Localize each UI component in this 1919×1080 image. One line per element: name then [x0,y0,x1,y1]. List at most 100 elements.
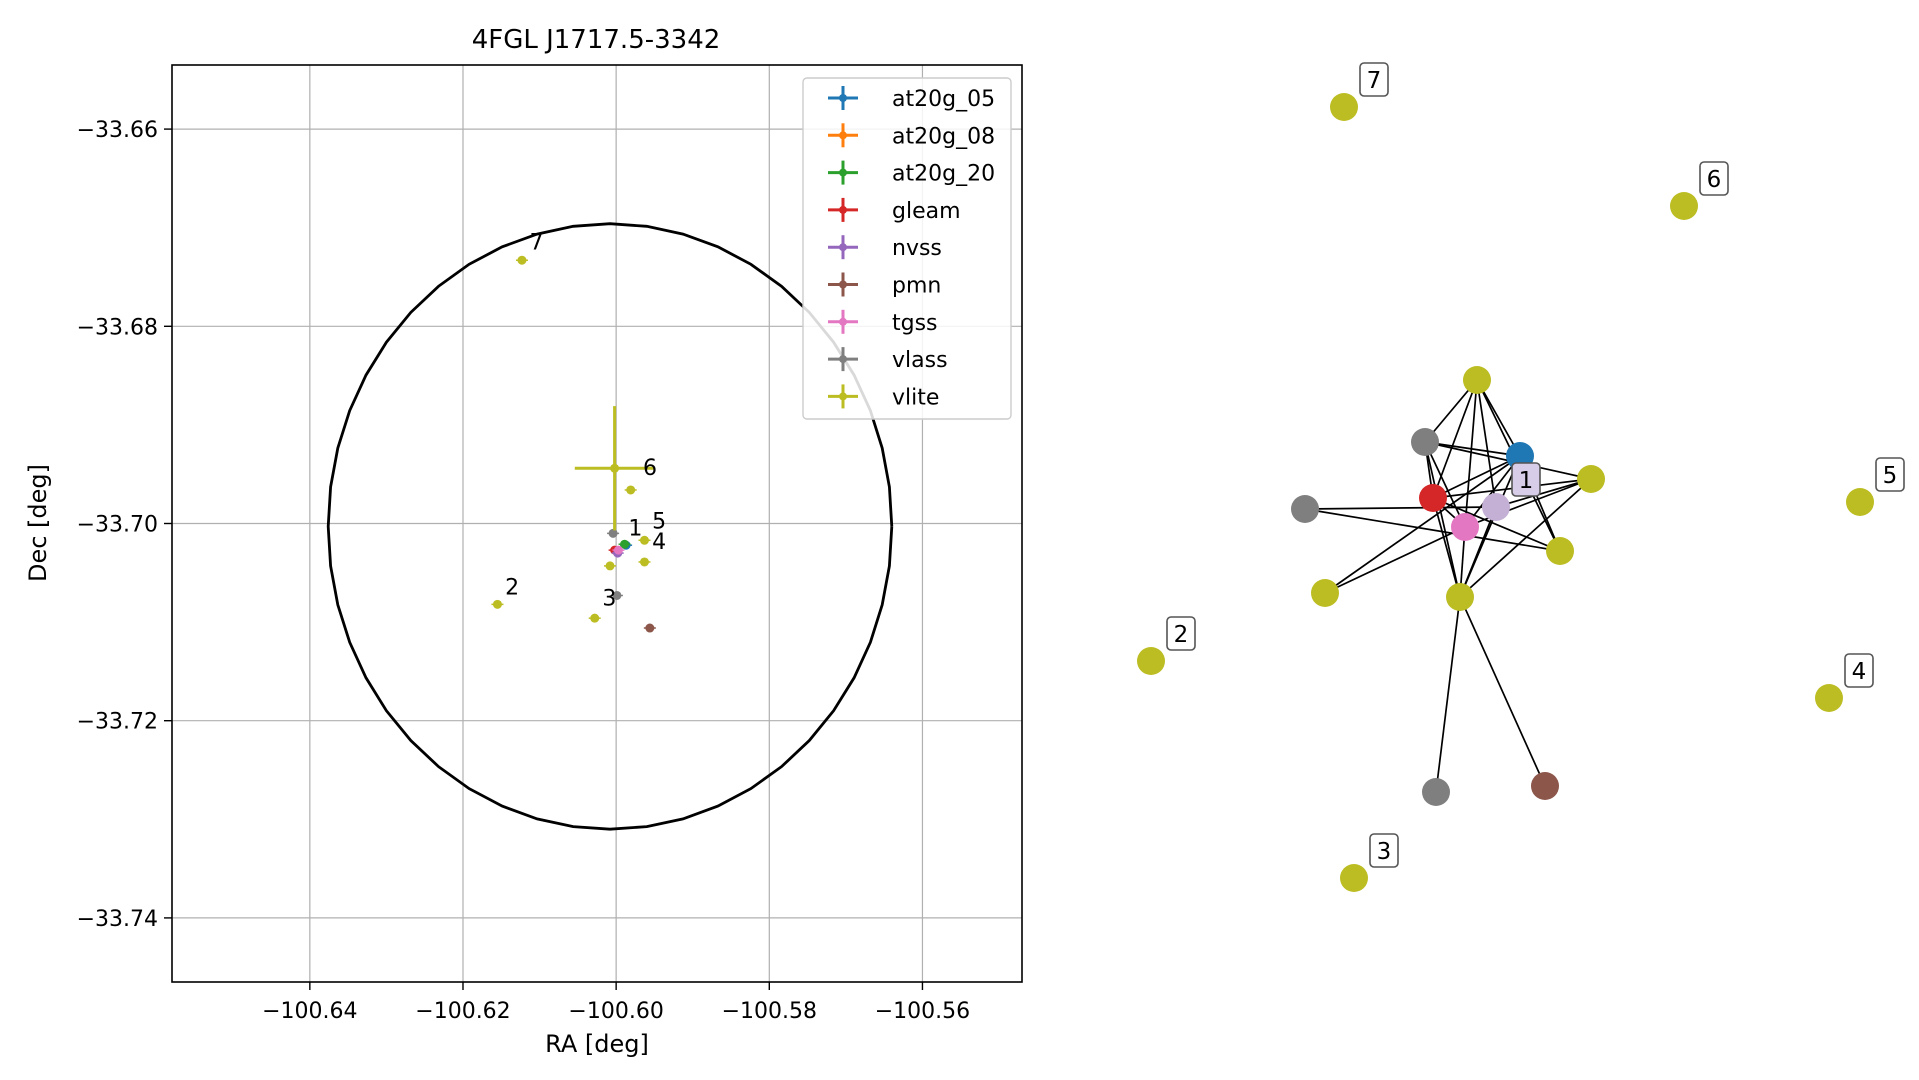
vlite-point [605,561,615,571]
network-nodes [1137,93,1874,892]
network-edge [1432,455,1521,499]
legend-label: at20g_05 [892,87,995,112]
network-node-vlite-top [1463,366,1491,394]
node-label: 6 [1707,167,1722,193]
network-node-iso-4 [1815,684,1843,712]
node-label: 7 [1367,68,1382,94]
node-label: 3 [1377,839,1392,865]
point-annotation: 5 [652,509,666,534]
localization-ellipse [326,222,894,831]
point-annotation: 1 [628,516,642,541]
at20g_20-point [620,539,630,549]
legend-label: at20g_08 [892,124,995,149]
y-tick-label: −33.66 [77,118,158,143]
plot-points [491,255,656,633]
network-node-vlass-a [1411,428,1439,456]
network-edge [1432,497,1461,598]
vlite-point [492,599,502,609]
network-node-vlass-bottom [1422,778,1450,806]
y-axis-label: Dec [deg] [24,464,52,582]
network-edge [1459,506,1497,598]
node-label-box [1875,457,1905,492]
network-node-pmn [1531,772,1559,800]
network-edge [1424,441,1521,457]
vlite-point [517,255,527,265]
network-edge [1459,478,1592,598]
network-node-vlite-center [1446,583,1474,611]
node-label-box [1844,653,1874,688]
legend-label: tgss [892,311,938,336]
legend-swatch-dot [839,355,847,364]
node-label-box [1359,62,1389,97]
network-node-vlass-left [1291,495,1319,523]
network-graph: 1 7 6 5 4 2 3 [1137,62,1905,892]
vlite-point [639,535,649,545]
point-annotation: 3 [602,586,616,611]
node-label: 4 [1852,659,1867,685]
network-node-vlite-left [1311,579,1339,607]
legend-label: gleam [892,199,961,224]
pmn-point [645,623,655,633]
legend-swatch-dot [839,205,847,214]
x-tick-label: −100.56 [875,999,970,1024]
network-node-vlite-right [1577,465,1605,493]
legend-swatch-dot [839,94,847,102]
node-label: 2 [1174,622,1189,648]
legend-swatch-dot [839,243,847,252]
y-axis-ticks: −33.66 −33.68 −33.70 −33.72 −33.74 [77,118,172,932]
network-edge [1432,379,1478,499]
network-labels: 1 7 6 5 4 2 3 [1166,62,1905,868]
vlite-point [590,613,600,623]
node-label-box [1699,161,1729,196]
network-edge [1464,478,1592,528]
chart-title: 4FGL J1717.5-3342 [472,25,721,55]
legend-label: at20g_20 [892,162,995,187]
node-label: 1 [1519,468,1534,494]
legend-swatch-dot [839,280,847,289]
network-edge [1464,379,1478,528]
network-edge [1304,508,1561,552]
x-axis-ticks: −100.64 −100.62 −100.60 −100.58 −100.56 [262,982,970,1024]
y-tick-label: −33.72 [77,710,158,735]
legend-swatch-dot [839,317,847,326]
vlite-point [626,485,636,495]
node-label-box [1511,462,1541,497]
network-edge [1304,506,1497,510]
y-tick-label: −33.68 [77,315,158,340]
plot-grid [172,65,1022,982]
legend-label: pmn [892,274,941,299]
node-label-box [1166,616,1196,651]
network-node-iso-2 [1137,647,1165,675]
vlite-point [610,463,620,473]
point-annotation: 2 [505,575,519,600]
point-annotation: 4 [652,530,666,555]
legend-label: vlass [892,348,948,373]
network-edge [1476,379,1521,457]
x-tick-label: −100.64 [262,999,357,1024]
point-annotation: 7 [530,230,544,255]
network-node-vlite-mid-right [1546,537,1574,565]
node-label: 5 [1883,463,1898,489]
network-node-iso-5 [1846,488,1874,516]
y-tick-label: −33.70 [77,513,158,538]
tgss-point [613,545,623,555]
x-tick-label: −100.60 [568,999,663,1024]
x-tick-label: −100.62 [415,999,510,1024]
network-edge [1495,478,1592,508]
vlass-point [612,590,622,600]
network-edge [1324,455,1521,594]
network-node-tgss [1451,513,1479,541]
x-tick-label: −100.58 [722,999,817,1024]
legend-label: vlite [892,385,939,410]
ellipse-outline [326,222,894,831]
legend-label: nvss [892,236,942,261]
vlass-point [608,528,618,538]
network-edge [1476,379,1497,508]
network-edge [1459,596,1546,787]
network-node-iso-6 [1670,192,1698,220]
legend-swatch-dot [839,131,847,140]
network-edge [1432,497,1561,552]
